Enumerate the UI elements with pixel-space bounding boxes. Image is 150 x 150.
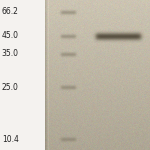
Text: 25.0: 25.0: [2, 82, 19, 91]
Text: 35.0: 35.0: [2, 50, 19, 58]
Text: 66.2: 66.2: [2, 8, 19, 16]
Text: 10.4: 10.4: [2, 135, 19, 144]
Text: 45.0: 45.0: [2, 32, 19, 40]
